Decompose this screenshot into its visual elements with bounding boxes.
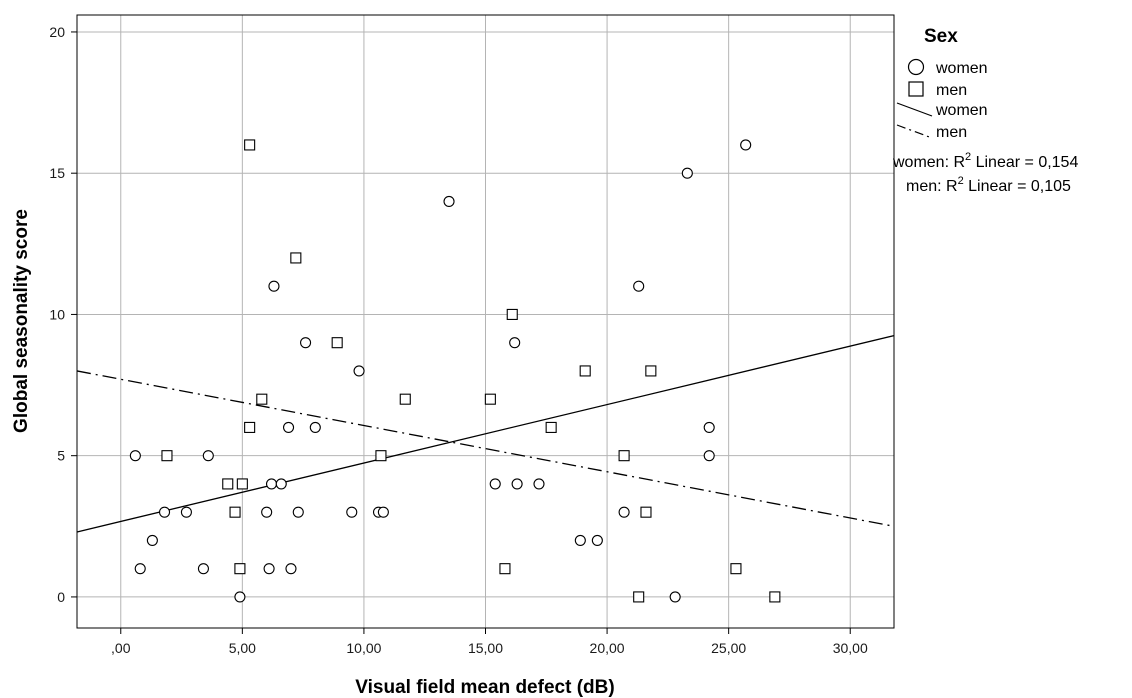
point-women [275, 478, 287, 490]
fit-line-men [76, 370, 895, 527]
point-women [234, 591, 246, 603]
legend-women-line-label: women [935, 102, 988, 119]
point-women [681, 167, 693, 179]
point-men [161, 450, 173, 462]
point-men [290, 252, 302, 264]
point-men [244, 421, 256, 433]
r2-men-label: men: R2 Linear = 0,105 [906, 175, 1071, 195]
point-women [134, 563, 146, 575]
x-tick-label: 15,00 [468, 640, 503, 656]
legend-men-line [896, 124, 933, 139]
fit-lines [76, 334, 895, 533]
y-axis-ticks: 0 5 10 15 20 [49, 24, 77, 605]
legend-men-marker-label: men [936, 82, 967, 99]
point-women [129, 450, 141, 462]
legend-title: Sex [924, 26, 958, 47]
point-men [633, 591, 645, 603]
point-women [591, 534, 603, 546]
x-axis-ticks: ,00 5,00 10,00 15,00 20,00 25,00 30,00 [111, 628, 868, 656]
point-women [574, 534, 586, 546]
point-men [645, 365, 657, 377]
legend-men-line-label: men [936, 124, 967, 141]
point-women [533, 478, 545, 490]
y-tick-label: 0 [57, 589, 65, 605]
point-men [506, 308, 518, 320]
point-women [509, 337, 521, 349]
r2-women-label: women: R2 Linear = 0,154 [892, 151, 1078, 171]
point-women [443, 195, 455, 207]
point-men [730, 563, 742, 575]
point-women [703, 450, 715, 462]
point-men [640, 506, 652, 518]
legend-women-marker [907, 58, 925, 76]
legend-women-line [896, 102, 933, 117]
point-women [263, 563, 275, 575]
point-women [740, 139, 752, 151]
point-women [158, 506, 171, 518]
point-men [331, 337, 343, 349]
x-axis-label: Visual field mean defect (dB) [355, 677, 614, 698]
point-women [282, 421, 295, 433]
point-women [377, 506, 389, 518]
point-men [499, 563, 511, 575]
point-women [292, 506, 304, 518]
point-women [618, 506, 630, 518]
point-women [703, 421, 715, 433]
point-men [244, 139, 256, 151]
x-tick-label: 30,00 [833, 640, 868, 656]
point-men [769, 591, 781, 603]
point-men [399, 393, 411, 405]
point-women [489, 478, 501, 490]
point-men [236, 478, 248, 490]
point-women [202, 450, 214, 462]
y-tick-label: 20 [49, 24, 65, 40]
x-tick-label: ,00 [111, 640, 131, 656]
point-women [146, 534, 158, 546]
point-women [197, 563, 209, 575]
point-women [511, 478, 523, 490]
x-tick-label: 20,00 [590, 640, 625, 656]
point-women [261, 506, 273, 518]
x-tick-label: 10,00 [346, 640, 381, 656]
point-women [309, 421, 321, 433]
point-women [285, 563, 297, 575]
legend-men-marker [908, 81, 924, 97]
point-men [234, 563, 246, 575]
point-women [268, 280, 280, 292]
x-tick-label: 5,00 [229, 640, 256, 656]
point-men [618, 450, 630, 462]
y-tick-label: 5 [57, 448, 65, 464]
point-men [256, 393, 268, 405]
point-men [229, 506, 241, 518]
y-axis-label: Global seasonality score [11, 209, 32, 433]
point-women [669, 591, 681, 603]
fit-line-women [76, 334, 895, 533]
point-women [346, 506, 358, 518]
legend-women-marker-label: women [935, 60, 988, 77]
point-women [300, 337, 312, 349]
point-women [633, 280, 645, 292]
y-tick-label: 15 [49, 165, 65, 181]
x-tick-label: 25,00 [711, 640, 746, 656]
legend: Sex women men women men women: R2 Linear… [892, 26, 1078, 195]
data-points [129, 139, 781, 603]
point-women [353, 365, 365, 377]
y-tick-label: 10 [49, 306, 65, 322]
point-men [484, 393, 496, 405]
point-men [545, 421, 557, 433]
point-women [265, 478, 278, 490]
point-men [222, 478, 234, 490]
point-men [375, 450, 387, 462]
point-women [180, 506, 192, 518]
point-men [579, 365, 591, 377]
